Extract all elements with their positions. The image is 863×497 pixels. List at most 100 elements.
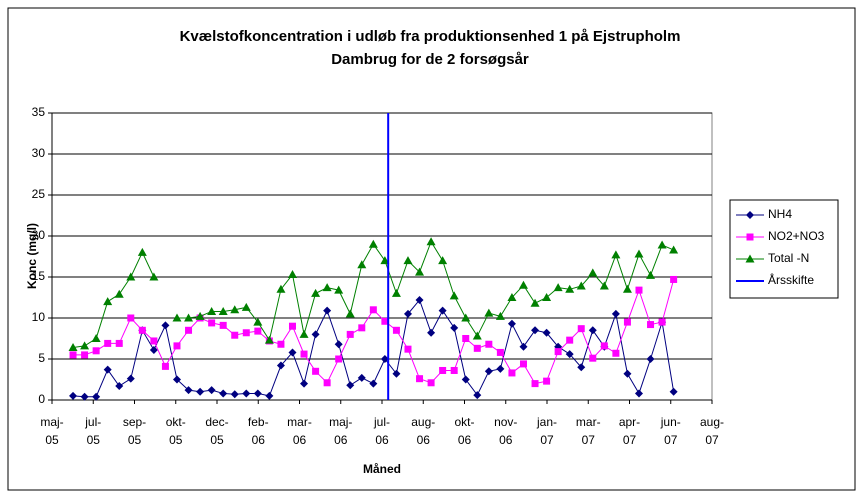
data-point [288, 322, 296, 330]
data-point [670, 275, 678, 283]
data-point [403, 256, 413, 265]
data-point [137, 247, 147, 256]
data-point [346, 381, 355, 390]
data-point [415, 267, 425, 276]
data-point [345, 309, 355, 318]
data-point [300, 350, 308, 358]
data-point [312, 367, 320, 375]
data-point [253, 389, 262, 398]
data-point [80, 392, 89, 401]
data-point [265, 391, 274, 400]
data-point [553, 283, 563, 292]
data-point [334, 285, 344, 294]
x-tick-label: dec-05 [205, 415, 228, 447]
x-tick-label: apr-07 [619, 415, 640, 447]
x-tick-label: okt-05 [166, 415, 186, 447]
data-point [542, 328, 551, 337]
data-point [519, 360, 527, 368]
data-point [103, 297, 113, 306]
data-point [253, 317, 263, 326]
data-point [623, 369, 632, 378]
data-point [138, 326, 146, 334]
data-point [450, 323, 459, 332]
data-point [554, 348, 562, 356]
data-point [299, 329, 309, 338]
data-point [276, 284, 286, 293]
data-point [334, 340, 343, 349]
data-point [657, 240, 667, 249]
data-point [368, 239, 378, 248]
data-point [68, 343, 78, 352]
data-point [380, 256, 390, 265]
data-point [600, 342, 608, 350]
data-point [519, 342, 528, 351]
data-point [496, 348, 504, 356]
data-point [149, 272, 159, 281]
legend-label: Årsskifte [768, 272, 814, 287]
data-point [323, 379, 331, 387]
data-point [542, 293, 552, 301]
data-point [484, 308, 494, 317]
data-point [230, 305, 240, 314]
chart-subtitle: Dambrug for de 2 forsøgsår [331, 51, 529, 68]
y-tick-label: 25 [32, 187, 46, 201]
data-point [461, 313, 471, 322]
data-point [507, 319, 516, 328]
data-point [323, 306, 332, 315]
x-tick-label: jul-06 [373, 415, 390, 447]
data-point [126, 374, 135, 383]
data-point [427, 379, 435, 387]
data-point [438, 306, 447, 315]
data-point [588, 326, 597, 335]
data-point [357, 260, 367, 269]
data-point [369, 379, 378, 388]
data-point [172, 375, 181, 384]
data-point [92, 347, 100, 355]
data-point [566, 336, 574, 344]
y-tick-label: 30 [32, 146, 46, 160]
legend-marker [746, 233, 754, 241]
x-tick-label: feb-06 [248, 415, 269, 447]
x-tick-label: maj-05 [40, 415, 63, 447]
data-point [426, 237, 436, 246]
y-tick-label: 35 [32, 105, 46, 119]
x-tick-label: jun-07 [660, 415, 681, 447]
x-tick-label: mar-07 [576, 415, 601, 447]
data-point [462, 335, 470, 342]
data-point [264, 335, 274, 344]
data-point [196, 387, 205, 396]
data-point [669, 245, 679, 254]
data-point [565, 284, 575, 293]
data-point [172, 313, 182, 322]
data-point [208, 319, 216, 327]
legend-marker [745, 254, 755, 263]
data-point [461, 375, 470, 384]
data-point [207, 386, 216, 395]
data-point [92, 392, 101, 401]
data-point [358, 324, 366, 332]
data-point [449, 291, 459, 300]
data-point [241, 302, 251, 311]
data-point [589, 354, 597, 362]
data-point [507, 293, 517, 301]
data-point [230, 390, 239, 399]
data-point [531, 380, 539, 388]
data-point [277, 340, 285, 348]
data-point [416, 375, 424, 383]
data-point [577, 363, 586, 372]
data-point [173, 342, 181, 350]
data-point [588, 268, 598, 277]
data-point [357, 373, 366, 382]
data-point [646, 270, 656, 279]
data-point [311, 330, 320, 339]
data-point [611, 250, 621, 259]
legend-label: Total -N [768, 251, 809, 265]
data-point [219, 321, 227, 329]
data-point [115, 382, 124, 391]
data-point [231, 331, 239, 339]
data-point [114, 289, 124, 298]
data-point [484, 367, 493, 376]
data-point [392, 326, 400, 334]
